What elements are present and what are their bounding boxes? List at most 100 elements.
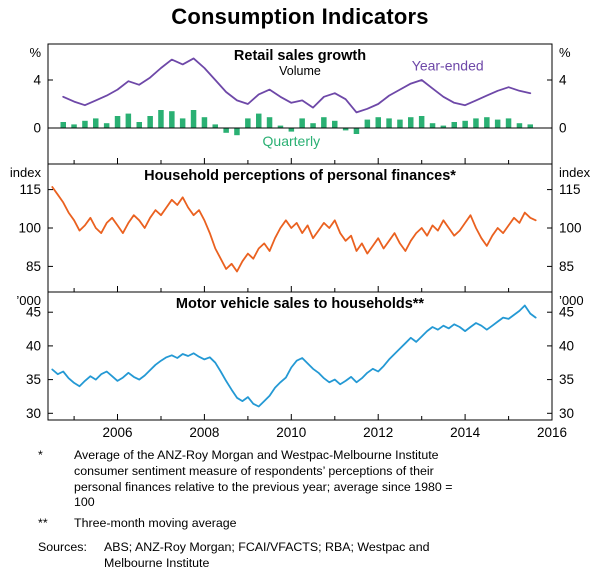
y-tick-label-right: 85	[559, 259, 574, 274]
y-tick-label-left: 30	[26, 406, 41, 421]
chart-title: Consumption Indicators	[171, 4, 429, 29]
y-tick-label-right: 115	[559, 182, 581, 197]
x-tick-label: 2008	[189, 425, 219, 440]
bar	[440, 125, 447, 128]
bar	[288, 128, 295, 132]
footnote-1-marker: *	[38, 448, 43, 462]
axis-unit-right: index	[559, 165, 591, 180]
bar	[125, 113, 132, 128]
x-tick-label: 2006	[102, 425, 132, 440]
bar	[179, 118, 186, 128]
y-tick-label-right: 35	[559, 372, 574, 387]
axis-unit-left: %	[29, 45, 41, 60]
axis-unit-left: ’000	[16, 293, 41, 308]
panel-border	[47, 291, 553, 421]
y-tick-label-right: 40	[559, 338, 574, 353]
sources-text: ABS; ANZ-Roy Morgan; FCAI/VFACTS; RBA; W…	[104, 539, 430, 570]
bar	[473, 118, 479, 128]
y-tick-label-right: 100	[559, 221, 582, 236]
y-tick-label-left: 40	[26, 338, 41, 353]
x-tick-label: 2012	[363, 425, 393, 440]
footnote-2-text: Three-month moving average	[74, 516, 237, 530]
panel-title: Retail sales growth	[234, 48, 366, 64]
y-tick-label-right: 45	[559, 305, 574, 320]
y-tick-label-left: 45	[26, 305, 41, 320]
bar	[462, 120, 468, 128]
y-tick-label-left: 85	[26, 259, 41, 274]
panel-title: Household perceptions of personal financ…	[144, 168, 456, 184]
bar	[212, 124, 218, 128]
footnote-2: ** Three-month moving average	[38, 516, 572, 532]
panel-title: Motor vehicle sales to households**	[176, 296, 425, 312]
bar	[429, 123, 436, 128]
bar	[527, 124, 533, 128]
panel-subtitle: Volume	[279, 64, 321, 78]
y-tick-label-left: 35	[26, 372, 41, 387]
bar	[256, 113, 262, 128]
footnote-1-text: Average of the ANZ-Roy Morgan and Westpa…	[74, 448, 453, 510]
bar	[332, 120, 338, 128]
bar	[451, 122, 457, 128]
x-tick-label: 2016	[537, 425, 567, 440]
bar	[364, 119, 371, 128]
bar	[190, 110, 197, 128]
series-label-year-ended: Year-ended	[412, 57, 484, 73]
line-year-ended	[62, 57, 532, 114]
bar	[484, 117, 490, 128]
bar	[71, 124, 77, 128]
bar	[494, 119, 501, 128]
bar	[418, 116, 425, 128]
x-tick-label: 2014	[450, 425, 481, 440]
bar	[114, 116, 121, 128]
line-motor-vehicle-sales-to-households	[51, 304, 537, 408]
bar	[516, 123, 523, 128]
x-tick-label: 2010	[276, 425, 306, 440]
bar	[234, 128, 240, 136]
footnote-1: * Average of the ANZ-Roy Morgan and West…	[38, 448, 572, 511]
y-tick-label-left: 115	[19, 182, 41, 197]
bar	[397, 119, 403, 128]
axis-unit-right: %	[559, 45, 571, 60]
bar	[299, 118, 305, 128]
bar	[201, 117, 208, 128]
bar	[505, 118, 512, 128]
bar	[169, 111, 175, 128]
bar	[82, 120, 88, 128]
sources-label: Sources:	[38, 539, 87, 554]
panel-household-perceptions-of-personal-finances: 85 85 100 100 115 115 index index Household perc…	[10, 163, 591, 293]
y-tick-label-left: 0	[33, 121, 41, 136]
bars-quarterly	[60, 110, 533, 136]
y-tick-label-right: 4	[559, 73, 567, 88]
footnotes: * Average of the ANZ-Roy Morgan and West…	[38, 448, 572, 571]
bar	[266, 117, 273, 128]
bar	[277, 125, 284, 128]
bar	[353, 128, 360, 134]
axis-unit-right: ’000	[559, 293, 584, 308]
bar	[136, 122, 142, 128]
footnote-2-marker: **	[38, 516, 48, 530]
bar	[342, 128, 349, 131]
bar	[386, 118, 392, 128]
axis-unit-left: index	[10, 165, 42, 180]
bar	[158, 110, 164, 128]
line-household-perceptions-of-personal-finances	[51, 186, 537, 273]
y-tick-label-left: 100	[18, 221, 41, 236]
bar	[375, 117, 381, 128]
y-tick-label-right: 30	[559, 406, 574, 421]
series-label-quarterly: Quarterly	[263, 133, 321, 149]
bar	[93, 118, 99, 128]
bar	[147, 116, 153, 128]
sources-row: Sources: ABS; ANZ-Roy Morgan; FCAI/VFACT…	[38, 540, 572, 572]
y-tick-label-right: 0	[559, 121, 567, 136]
bar	[310, 123, 316, 128]
y-tick-label-left: 4	[33, 73, 41, 88]
bar	[245, 118, 251, 128]
bar	[321, 117, 327, 128]
bar	[60, 122, 66, 128]
bar	[223, 128, 229, 133]
bar	[103, 123, 110, 128]
